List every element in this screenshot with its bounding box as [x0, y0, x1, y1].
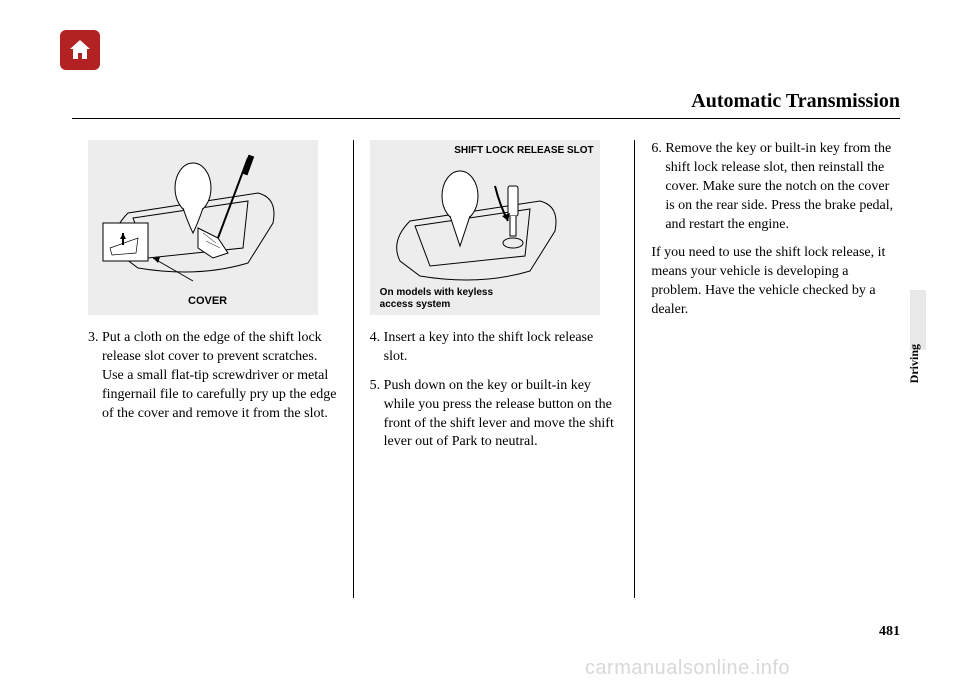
figure-shift-lock: SHIFT LOCK RELEASE SLOT On models with k…: [370, 140, 600, 315]
column-divider-1: [353, 140, 354, 598]
content-area: COVER 3. Put a cloth on the edge of the …: [88, 140, 900, 598]
page-number: 481: [879, 624, 900, 640]
column-2: SHIFT LOCK RELEASE SLOT On models with k…: [358, 140, 631, 598]
closing-paragraph: If you need to use the shift lock releas…: [651, 244, 900, 320]
figure-caption-line1: On models with keyless: [380, 287, 493, 298]
watermark: carmanualsonline.info: [585, 657, 790, 680]
column-1: COVER 3. Put a cloth on the edge of the …: [88, 140, 349, 598]
page-title: Automatic Transmission: [691, 90, 900, 113]
side-tab: [910, 290, 926, 350]
step-5: 5. Push down on the key or built-in key …: [370, 377, 619, 453]
column-3: 6. Remove the key or built-in key from t…: [639, 140, 900, 598]
home-icon[interactable]: [60, 30, 100, 70]
figure-shift-lock-top-caption: SHIFT LOCK RELEASE SLOT: [454, 144, 593, 158]
header-rule: [72, 118, 900, 119]
step-4: 4. Insert a key into the shift lock rele…: [370, 329, 619, 367]
figure-shift-lock-bottom-caption: On models with keyless access system: [380, 287, 493, 311]
figure-caption-line2: access system: [380, 299, 451, 310]
side-tab-label: Driving: [907, 344, 922, 383]
step-3: 3. Put a cloth on the edge of the shift …: [88, 329, 337, 423]
figure-cover-caption: COVER: [188, 294, 227, 309]
step-6: 6. Remove the key or built-in key from t…: [651, 140, 900, 234]
column-divider-2: [634, 140, 635, 598]
figure-cover: COVER: [88, 140, 318, 315]
